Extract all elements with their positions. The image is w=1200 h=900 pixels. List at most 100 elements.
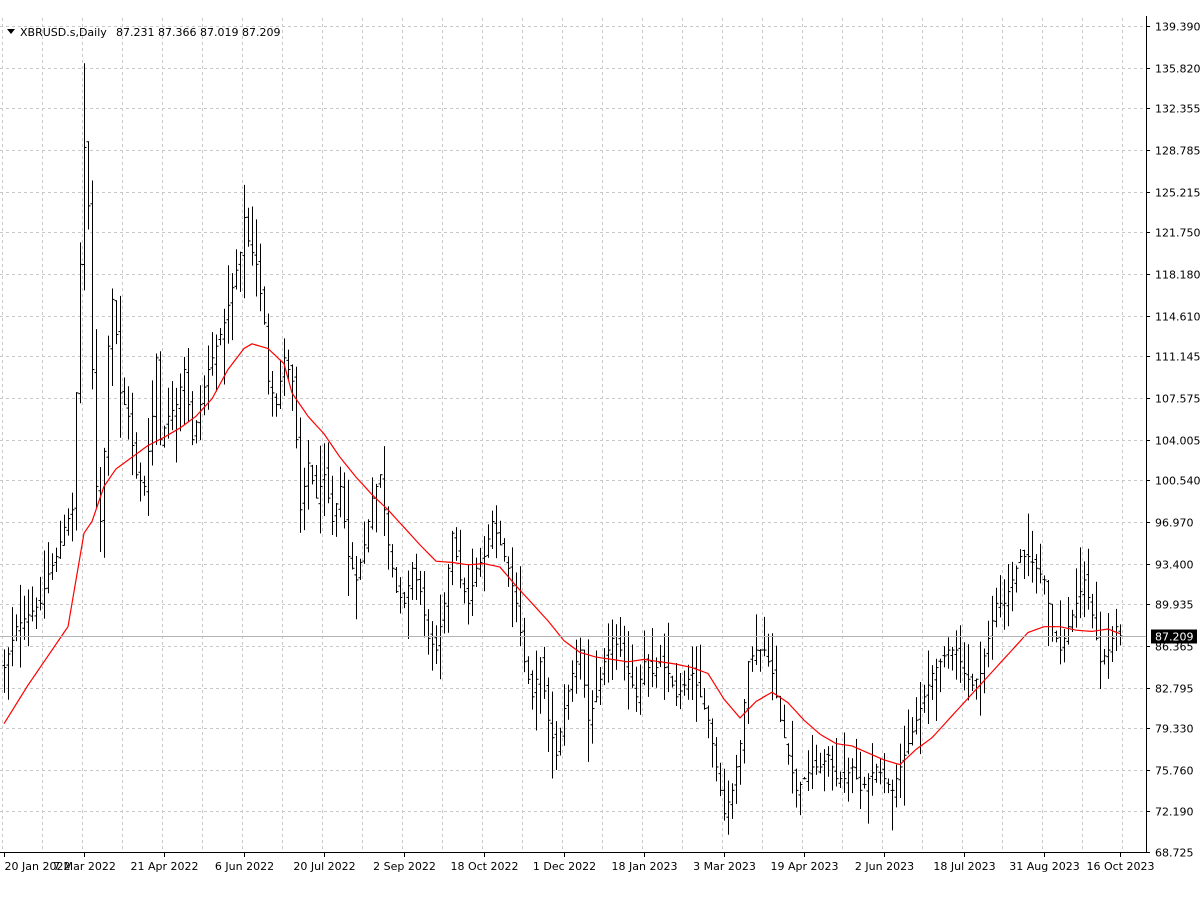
ohlc-bar xyxy=(62,514,67,546)
ohlc-bar xyxy=(498,520,503,546)
ohlc-bar xyxy=(218,328,223,346)
ohlc-bar xyxy=(726,780,731,835)
ohlc-bar xyxy=(266,313,271,395)
ohlc-bar xyxy=(818,752,823,774)
ohlc-bar xyxy=(566,684,571,720)
ohlc-bar xyxy=(970,673,975,692)
time-tick-label: 18 Jul 2023 xyxy=(933,860,995,873)
ohlc-bar xyxy=(858,751,863,809)
ohlc-bar xyxy=(246,207,251,247)
price-tick-label: 111.145 xyxy=(1155,351,1200,364)
ohlc-bar xyxy=(126,386,131,440)
ohlc-bar xyxy=(342,472,347,529)
ohlc-bar xyxy=(22,595,27,640)
ohlc-bar xyxy=(790,720,795,794)
ohlc-bar xyxy=(74,392,79,531)
ohlc-bar xyxy=(546,677,551,752)
price-tick-label: 89.935 xyxy=(1155,599,1194,612)
ohlc-bar xyxy=(874,763,879,783)
ohlc-bar xyxy=(290,364,295,411)
ohlc-bar xyxy=(846,757,851,802)
ohlc-bar xyxy=(954,630,959,680)
ohlc-bar xyxy=(994,587,999,628)
ohlc-bar xyxy=(630,644,635,688)
ohlc-bar xyxy=(910,717,915,746)
ohlc-bar xyxy=(58,520,63,559)
ohlc-bar xyxy=(1090,593,1095,629)
ohlc-bar xyxy=(478,547,483,577)
ohlc-bar xyxy=(86,141,91,230)
ohlc-bar xyxy=(914,697,919,735)
ohlc-bar xyxy=(862,776,867,789)
ohlc-bar xyxy=(1034,554,1039,594)
ohlc-bar xyxy=(734,754,739,804)
ohlc-bar xyxy=(422,571,427,638)
price-tick-label: 96.970 xyxy=(1155,517,1194,530)
ohlc-bar xyxy=(558,727,563,756)
ohlc-bar xyxy=(842,732,847,793)
price-tick-label: 121.750 xyxy=(1155,227,1200,240)
ohlc-bar xyxy=(754,614,759,665)
ohlc-bar xyxy=(1062,629,1067,663)
ohlc-bar xyxy=(306,439,311,510)
ohlc-bar xyxy=(962,642,967,691)
ohlc-bar xyxy=(538,657,543,714)
ohlc-bar xyxy=(418,570,423,605)
ohlc-bar xyxy=(690,646,695,700)
ohlc-bar xyxy=(154,353,159,445)
ohlc-bar xyxy=(406,570,411,640)
ohlc-bar xyxy=(462,577,467,604)
ohlc-bar xyxy=(106,335,111,476)
ohlc-bar xyxy=(46,542,51,594)
ohlc-bar xyxy=(450,530,455,586)
ohlc-bar xyxy=(1010,561,1015,612)
ohlc-bar xyxy=(1070,609,1075,633)
ohlc-bar xyxy=(522,617,527,673)
ohlc-bar xyxy=(466,564,471,625)
ohlc-bar xyxy=(294,366,299,449)
ohlc-bar xyxy=(786,743,791,765)
price-tick-label: 100.540 xyxy=(1155,475,1200,488)
ohlc-bar xyxy=(926,650,931,724)
ohlc-bar xyxy=(666,622,671,693)
ohlc-bar xyxy=(1018,549,1023,564)
symbol-dropdown-icon[interactable] xyxy=(7,29,15,34)
ohlc-bar xyxy=(562,684,567,746)
ohlc-bar xyxy=(166,387,171,439)
ohlc-bar xyxy=(454,527,459,561)
ohlc-bar xyxy=(638,664,643,715)
ohlc-bar xyxy=(1026,513,1031,577)
ohlc-bar xyxy=(582,649,587,698)
ohlc-bar xyxy=(470,548,475,616)
ohlc-bar xyxy=(794,768,799,808)
ohlc-bar xyxy=(502,538,507,562)
ohlc-bar xyxy=(330,475,335,536)
ohlc-bar xyxy=(870,743,875,796)
price-tick-label: 86.365 xyxy=(1155,641,1194,654)
ohlc-bar xyxy=(338,466,343,518)
ohlc-bar xyxy=(286,349,291,380)
ohlc-bar xyxy=(334,502,339,537)
ohlc-bar xyxy=(1058,600,1063,665)
ohlc-bar xyxy=(314,465,319,499)
current-price-value: 87.209 xyxy=(1155,631,1194,644)
time-tick-label: 1 Dec 2022 xyxy=(533,860,596,873)
ohlc-bar xyxy=(402,591,407,609)
ohlc-bar xyxy=(890,779,895,831)
moving-average-line xyxy=(3,343,1121,766)
ohlc-bar xyxy=(654,657,659,688)
ohlc-bar xyxy=(770,633,775,701)
ohlc-bar xyxy=(94,329,99,508)
time-tick-label: 21 Apr 2022 xyxy=(130,860,198,873)
time-tick-label: 19 Apr 2023 xyxy=(770,860,838,873)
ohlc-bar xyxy=(742,698,747,764)
time-tick-label: 6 Jun 2022 xyxy=(215,860,274,873)
ohlc-bar xyxy=(170,381,175,431)
ohlc-bar xyxy=(110,288,115,387)
price-tick-label: 75.760 xyxy=(1155,765,1194,778)
ohlc-bar xyxy=(490,510,495,550)
ohlc-bar xyxy=(1074,568,1079,628)
ohlc-bar xyxy=(274,393,279,417)
ohlc-bar xyxy=(378,474,383,488)
